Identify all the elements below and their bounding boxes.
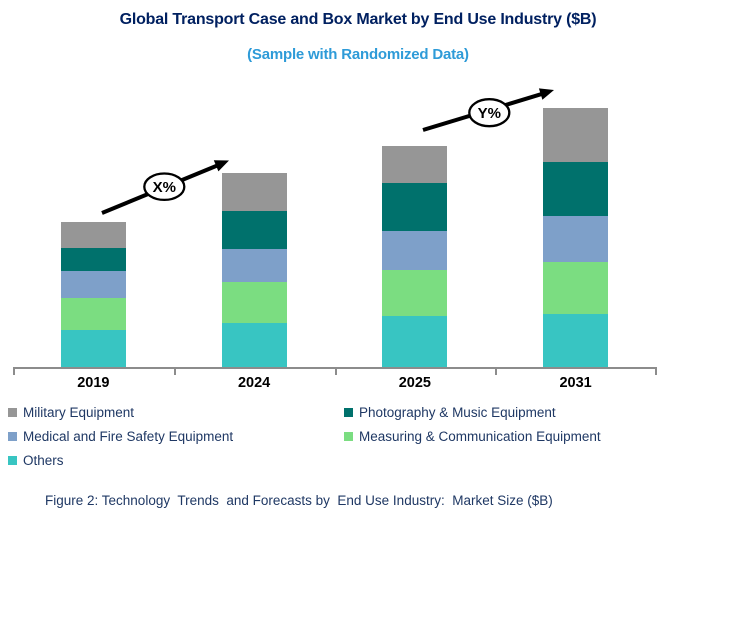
- annotation-label-x: X%: [153, 179, 176, 196]
- legend-swatch-icon: [344, 431, 353, 441]
- bar-segment-military-equipment-2025: [382, 146, 448, 183]
- annotation-label-y: Y%: [478, 105, 501, 122]
- growth-arrow-y: Y%: [422, 88, 554, 132]
- bar-segment-measuring-communication-equipment-2019: [60, 298, 126, 330]
- bar-segment-measuring-communication-equipment-2025: [382, 270, 448, 316]
- x-axis-tick: [13, 367, 15, 375]
- chart-area: 2019 2024 2025 2031: [13, 108, 657, 391]
- legend-label: Medical and Fire Safety Equipment: [23, 428, 234, 444]
- legend-swatch-icon: [8, 431, 17, 441]
- bar-segment-medical-and-fire-safety-equipment-2025: [382, 231, 448, 270]
- bar-segment-military-equipment-2024: [221, 173, 287, 211]
- bar-segment-medical-and-fire-safety-equipment-2019: [60, 271, 126, 298]
- legend-item-military-equipment: Military Equipment: [8, 404, 134, 420]
- legend-item-medical-and-fire-safety-equipment: Medical and Fire Safety Equipment: [8, 428, 233, 444]
- legend-label: Others: [23, 453, 64, 469]
- growth-arrow-x: X%: [101, 160, 229, 215]
- bar-segment-photography-music-equipment-2025: [382, 183, 448, 231]
- bar-segment-others-2019: [60, 330, 126, 367]
- page-title: Global Transport Case and Box Market by …: [119, 11, 597, 28]
- legend-label: Measuring & Communication Equipment: [359, 428, 601, 444]
- x-axis-tick: [655, 367, 657, 375]
- page-subtitle: (Sample with Randomized Data): [247, 46, 469, 63]
- legend-label: Photography & Music Equipment: [359, 404, 556, 420]
- legend-item-others: Others: [8, 453, 64, 469]
- x-axis-tick: [173, 367, 176, 375]
- arrowhead-icon: [213, 160, 229, 172]
- bar-segment-military-equipment-2031: [543, 108, 609, 162]
- bar-segment-others-2031: [543, 314, 609, 367]
- bar-segment-photography-music-equipment-2024: [221, 211, 287, 249]
- chart-legend: Military Equipment Photography & Music Eq…: [0, 0, 741, 468]
- x-axis-label-2024: 2024: [237, 375, 271, 391]
- x-axis-tick: [495, 367, 498, 375]
- legend-item-photography-music-equipment: Photography & Music Equipment: [344, 404, 556, 420]
- bar-segment-photography-music-equipment-2019: [60, 248, 126, 271]
- x-axis-label-2031: 2031: [559, 375, 592, 391]
- growth-ellipse-x: [143, 172, 186, 202]
- legend-item-measuring-communication-equipment: Measuring & Communication Equipment: [344, 428, 601, 444]
- bar-segment-measuring-communication-equipment-2024: [221, 282, 287, 323]
- bar-segment-others-2025: [382, 316, 448, 367]
- bar-segment-military-equipment-2019: [60, 222, 126, 248]
- bar-segment-medical-and-fire-safety-equipment-2031: [543, 216, 609, 262]
- growth-ellipse-y: [468, 98, 511, 128]
- legend-swatch-icon: [344, 407, 353, 417]
- annotation-overlay: X% Y%: [101, 88, 554, 215]
- bar-segment-photography-music-equipment-2031: [543, 162, 609, 216]
- bar-segment-others-2024: [221, 323, 287, 367]
- x-axis-label-2025: 2025: [398, 375, 432, 391]
- bar-segment-measuring-communication-equipment-2031: [543, 262, 609, 314]
- x-axis-label-2019: 2019: [77, 375, 110, 391]
- legend-label: Military Equipment: [23, 404, 135, 420]
- bar-segment-medical-and-fire-safety-equipment-2024: [221, 249, 287, 282]
- legend-swatch-icon: [8, 456, 17, 466]
- arrowhead-icon: [538, 88, 554, 100]
- x-axis-tick: [334, 367, 337, 375]
- figure-caption: Figure 2: Technology Trends and Forecast…: [45, 493, 553, 508]
- legend-swatch-icon: [8, 407, 17, 417]
